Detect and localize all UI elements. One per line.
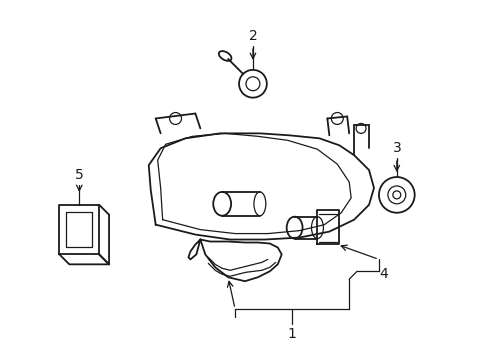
Text: 3: 3: [392, 141, 400, 155]
Text: 1: 1: [286, 327, 295, 341]
Text: 4: 4: [379, 267, 387, 281]
Text: 5: 5: [75, 168, 83, 182]
Text: 2: 2: [248, 29, 257, 43]
